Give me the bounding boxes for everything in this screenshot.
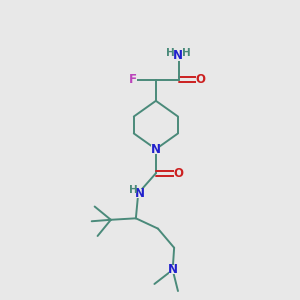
FancyBboxPatch shape: [131, 189, 145, 198]
Text: H: H: [182, 47, 190, 58]
Text: O: O: [195, 73, 205, 86]
Text: H: H: [166, 47, 174, 58]
Text: N: N: [135, 187, 145, 200]
FancyBboxPatch shape: [152, 145, 160, 154]
Text: F: F: [129, 73, 137, 86]
Text: H: H: [128, 185, 137, 195]
FancyBboxPatch shape: [129, 75, 137, 84]
Text: N: N: [168, 263, 178, 276]
FancyBboxPatch shape: [196, 75, 204, 84]
FancyBboxPatch shape: [170, 50, 188, 61]
Text: N: N: [173, 49, 183, 62]
FancyBboxPatch shape: [174, 169, 182, 178]
Text: N: N: [151, 142, 161, 156]
FancyBboxPatch shape: [169, 266, 177, 274]
Text: O: O: [173, 167, 183, 180]
